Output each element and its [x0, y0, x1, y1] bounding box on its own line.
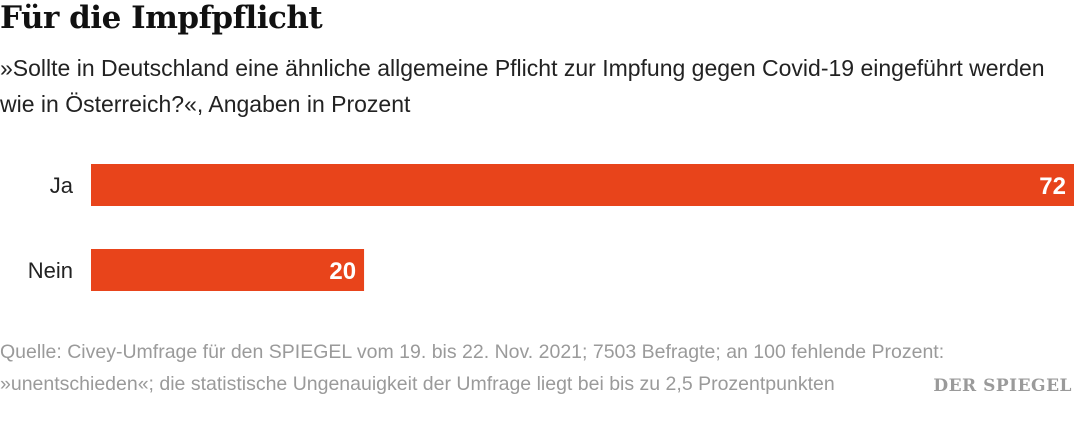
brand-logo: DER SPIEGEL	[933, 376, 1072, 396]
category-label-ja: Ja	[50, 173, 74, 198]
category-label-nein: Nein	[28, 258, 73, 283]
bar-chart-svg: Ja 72 Nein 20	[28, 164, 1074, 291]
value-label-ja: 72	[1039, 173, 1066, 200]
bar-chart: Ja 72 Nein 20	[0, 150, 1078, 310]
bar-ja	[91, 164, 1074, 206]
chart-subtitle: »Sollte in Deutschland eine ähnliche all…	[0, 55, 1045, 117]
source-note: Quelle: Civey-Umfrage für den SPIEGEL vo…	[0, 341, 945, 395]
chart-title: Für die Impfpflicht	[0, 0, 323, 36]
value-label-nein: 20	[329, 258, 356, 285]
bar-nein	[91, 249, 365, 291]
